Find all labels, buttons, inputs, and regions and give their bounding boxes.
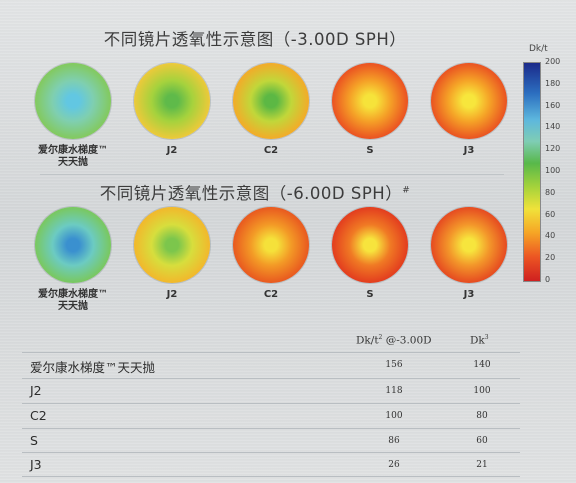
colorbar-tick-label: 200 bbox=[545, 57, 561, 66]
lens-label: 爱尔康水梯度™ 天天抛 bbox=[33, 289, 113, 313]
table-cell-dk: 80 bbox=[476, 411, 488, 421]
section-divider bbox=[40, 174, 504, 175]
lens-label-line1: 爱尔康水梯度™ bbox=[38, 145, 108, 156]
table-cell-dkt: 100 bbox=[385, 411, 403, 421]
colorbar-tick-label: 0 bbox=[545, 275, 551, 284]
table-row-divider bbox=[22, 428, 520, 429]
colorbar-tick-label: 100 bbox=[545, 166, 561, 175]
colorbar-tick-label: 120 bbox=[545, 144, 561, 154]
table-row-name: J3 bbox=[30, 457, 42, 472]
lens-oxygen-map bbox=[431, 63, 507, 139]
table-cell-dkt: 86 bbox=[388, 436, 400, 446]
lens-label-line2: 天天抛 bbox=[58, 301, 88, 312]
lens-label-line1: J3 bbox=[463, 289, 475, 300]
colorbar-tick-label: 180 bbox=[545, 78, 561, 88]
table-row-name: S bbox=[30, 433, 38, 448]
lens-label: C2 bbox=[231, 289, 311, 301]
lens-label-line1: J3 bbox=[463, 145, 475, 156]
table-row-divider bbox=[22, 403, 520, 404]
lens-oxygen-map bbox=[134, 207, 210, 283]
lens-oxygen-map bbox=[332, 63, 408, 139]
lens-label-line1: C2 bbox=[263, 145, 279, 156]
lens-oxygen-map bbox=[35, 63, 111, 139]
lens-label-line1: S bbox=[366, 289, 374, 300]
lens-oxygen-map bbox=[431, 207, 507, 283]
colorbar bbox=[523, 62, 541, 282]
table-cell-dkt: 118 bbox=[385, 386, 403, 396]
lens-label: J2 bbox=[132, 289, 212, 301]
section-title-3d: 不同镜片透氧性示意图（-3.00D SPH） bbox=[103, 30, 407, 49]
colorbar-unit: Dk/t bbox=[529, 44, 548, 54]
lens-oxygen-map bbox=[35, 207, 111, 283]
table-header-dk: Dk3 bbox=[470, 334, 489, 347]
table-cell-dkt: 156 bbox=[385, 360, 403, 370]
lens-label-line1: J2 bbox=[166, 145, 178, 156]
lens-label-line1: C2 bbox=[263, 289, 279, 300]
table-cell-dk: 21 bbox=[476, 460, 488, 470]
lens-label: S bbox=[330, 145, 410, 157]
lens-label: S bbox=[330, 289, 410, 301]
lens-oxygen-map bbox=[233, 207, 309, 283]
lens-label-line1: J2 bbox=[166, 289, 178, 300]
table-header-dkt: Dk/t2 @-3.00D bbox=[356, 334, 432, 347]
lens-oxygen-map bbox=[134, 63, 210, 139]
table-row-name: C2 bbox=[30, 408, 47, 423]
lens-oxygen-map bbox=[332, 207, 408, 283]
table-row-name: 爱尔康水梯度™天天抛 bbox=[30, 360, 156, 375]
table-row-divider bbox=[22, 378, 520, 379]
colorbar-tick-label: 140 bbox=[545, 122, 561, 132]
table-cell-dk: 100 bbox=[473, 386, 491, 396]
lens-label-line1: 爱尔康水梯度™ bbox=[38, 289, 108, 300]
lens-label-line2: 天天抛 bbox=[58, 157, 88, 168]
lens-oxygen-map bbox=[233, 63, 309, 139]
table-cell-dk: 140 bbox=[473, 360, 491, 370]
lens-label-line1: S bbox=[366, 145, 374, 156]
table-cell-dkt: 26 bbox=[388, 460, 400, 470]
section-title-6d: 不同镜片透氧性示意图（-6.00D SPH）# bbox=[99, 184, 411, 203]
lens-label: J3 bbox=[429, 289, 509, 301]
colorbar-tick-label: 40 bbox=[545, 231, 556, 241]
table-row-divider bbox=[22, 476, 520, 477]
lens-label: C2 bbox=[231, 145, 311, 157]
table-cell-dk: 60 bbox=[476, 436, 488, 446]
lens-label: J3 bbox=[429, 145, 509, 157]
table-row-divider bbox=[22, 452, 520, 453]
table-row-divider bbox=[22, 352, 520, 353]
table-row-name: J2 bbox=[30, 383, 42, 398]
colorbar-tick-label: 20 bbox=[545, 253, 556, 263]
colorbar-tick-label: 60 bbox=[545, 209, 556, 219]
lens-label: J2 bbox=[132, 145, 212, 157]
colorbar-tick-label: 80 bbox=[545, 187, 556, 197]
lens-label: 爱尔康水梯度™ 天天抛 bbox=[33, 145, 113, 169]
colorbar-tick-label: 160 bbox=[545, 100, 561, 110]
